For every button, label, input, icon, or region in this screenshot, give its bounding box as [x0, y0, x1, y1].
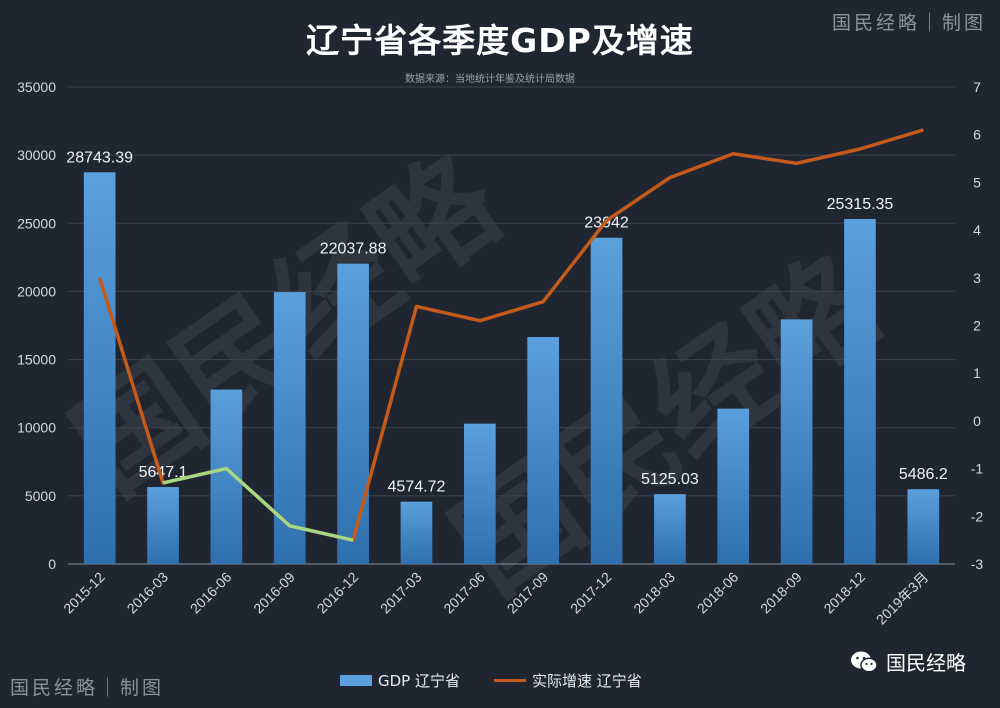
bar — [527, 337, 560, 564]
y-right-tick-label: 0 — [973, 413, 981, 429]
y-left-tick-label: 25000 — [17, 215, 56, 231]
bar-data-label: 5647.1 — [139, 464, 188, 481]
brand-bottom-left: 国民经略｜制图 — [10, 677, 165, 699]
x-tick-label: 2017-09 — [504, 569, 552, 617]
bar — [273, 292, 306, 564]
bar-data-label: 22037.88 — [320, 241, 387, 258]
legend-swatch-bar — [340, 675, 372, 686]
y-left-tick-label: 0 — [48, 556, 56, 572]
bar — [844, 218, 876, 564]
bar-data-label: 5486.2 — [899, 466, 948, 483]
y-right-tick-label: 3 — [973, 270, 981, 286]
bar-data-label: 28743.39 — [66, 149, 133, 166]
x-tick-label: 2016-06 — [187, 569, 235, 617]
x-tick-label: 2017-12 — [567, 569, 615, 617]
bar — [463, 423, 496, 564]
x-tick-label: 2018-09 — [757, 569, 805, 617]
x-tick-label: 2015-12 — [60, 569, 108, 617]
x-tick-label: 2016-12 — [314, 569, 362, 617]
chart-title: 辽宁省各季度GDP及增速 — [306, 21, 694, 60]
x-tick-label: 2019年3月 — [873, 569, 932, 628]
x-tick-label: 2018-06 — [694, 569, 742, 617]
legend-label-growth: 实际增速 辽宁省 — [532, 672, 642, 690]
x-tick-label: 2016-09 — [250, 569, 298, 617]
y-right-tick-label: 5 — [973, 174, 981, 190]
bar — [654, 494, 686, 564]
bar — [400, 501, 433, 564]
bar — [590, 237, 623, 564]
x-tick-label: 2017-06 — [440, 569, 488, 617]
x-tick-label: 2017-03 — [377, 569, 425, 617]
y-right-tick-label: 2 — [973, 318, 981, 334]
x-tick-label: 2018-03 — [630, 569, 678, 617]
bar — [147, 487, 179, 564]
bar — [907, 489, 940, 564]
bar — [337, 263, 369, 564]
brand-bottom-right: 国民经略 — [850, 647, 966, 676]
legend: GDP 辽宁省 实际增速 辽宁省 — [340, 670, 642, 691]
y-right-tick-label: -3 — [971, 556, 984, 572]
x-tick-label: 2018-12 — [820, 569, 868, 617]
bar-data-label: 4574.72 — [388, 479, 446, 496]
legend-item-gdp: GDP 辽宁省 — [340, 670, 460, 691]
legend-item-growth: 实际增速 辽宁省 — [494, 670, 642, 691]
y-left-tick-label: 5000 — [25, 488, 56, 504]
y-left-tick-label: 35000 — [17, 79, 56, 95]
bar — [780, 319, 813, 564]
wechat-icon — [851, 651, 878, 673]
bar — [83, 172, 116, 564]
x-tick-label: 2016-03 — [124, 569, 172, 617]
brand-bottom-right-label: 国民经略 — [886, 651, 966, 675]
y-left-tick-label: 15000 — [17, 352, 56, 368]
y-right-tick-label: 4 — [973, 222, 981, 238]
y-right-tick-label: -1 — [971, 461, 984, 477]
bar-data-label: 5125.03 — [641, 471, 699, 488]
brand-top: 国民经略｜制图 — [831, 12, 986, 34]
y-left-tick-label: 20000 — [17, 283, 56, 299]
legend-label-gdp: GDP 辽宁省 — [378, 672, 460, 690]
y-left-tick-label: 30000 — [17, 147, 56, 163]
legend-swatch-line — [494, 679, 526, 682]
y-right-tick-label: 7 — [973, 79, 981, 95]
growth-line-highlight — [162, 466, 354, 542]
y-left-tick-label: 10000 — [17, 420, 56, 436]
bar-data-label: 25315.35 — [827, 196, 894, 213]
y-right-tick-label: -2 — [971, 508, 984, 524]
bar — [717, 408, 750, 564]
y-right-tick-label: 6 — [973, 127, 981, 143]
data-source-note: 数据来源：当地统计年鉴及统计局数据 — [405, 74, 575, 85]
y-right-tick-label: 1 — [973, 365, 981, 381]
